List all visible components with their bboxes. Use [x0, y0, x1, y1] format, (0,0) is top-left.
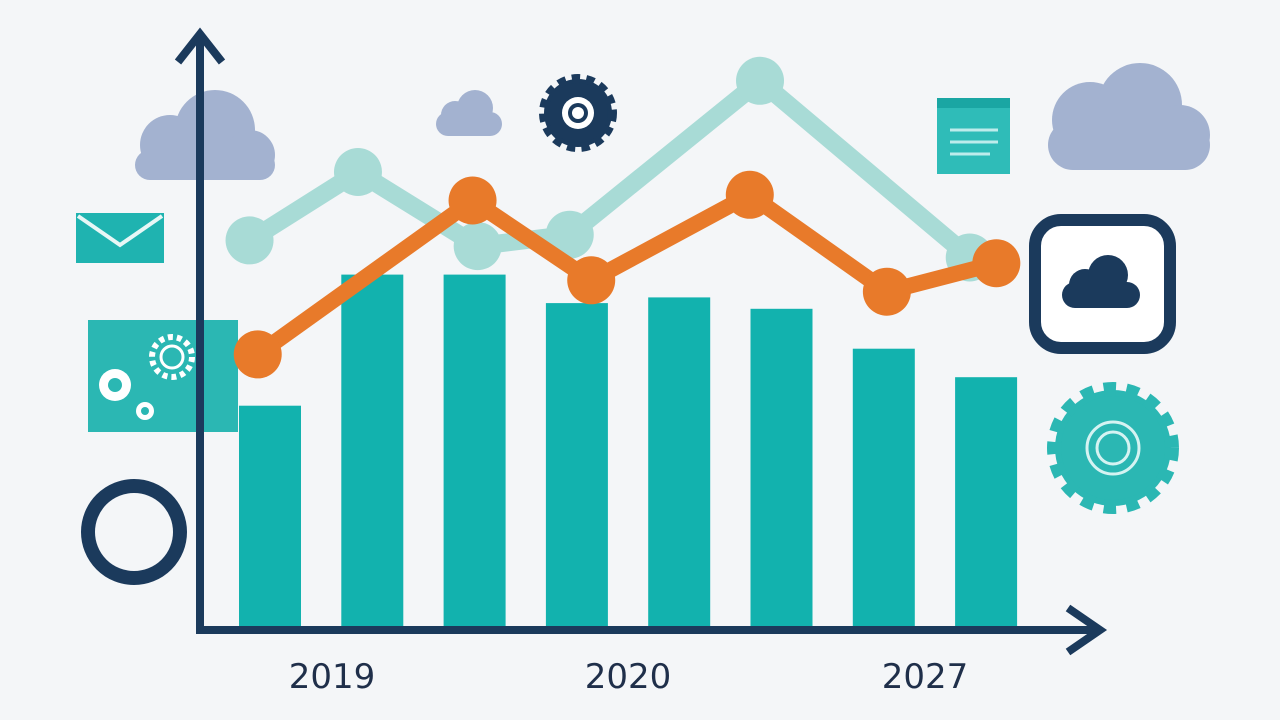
orange-series-point	[233, 330, 282, 379]
bar	[239, 405, 301, 628]
y-axis-arrow	[174, 27, 226, 65]
orange-series-point	[567, 256, 616, 305]
lines	[225, 56, 1021, 379]
cloud-app-icon	[1029, 214, 1176, 354]
x-tick-label: 2027	[882, 657, 969, 697]
faint-series-point	[333, 148, 382, 196]
bar	[341, 274, 404, 628]
envelope-icon	[76, 213, 164, 263]
bar	[545, 303, 608, 628]
x-axis-arrow	[1065, 604, 1108, 656]
bar	[750, 308, 813, 628]
faint-series-point	[736, 56, 785, 105]
settings-panel-icon	[88, 320, 238, 432]
faint-series-point	[225, 216, 274, 265]
orange-series-point	[725, 170, 774, 219]
faint-series-point	[545, 210, 594, 259]
bar	[955, 377, 1018, 628]
bar	[443, 274, 506, 628]
x-tick-label: 2019	[289, 657, 376, 697]
cloud-icon	[436, 90, 502, 136]
bar	[648, 297, 711, 628]
x-tick-label: 2020	[585, 657, 672, 697]
gear-icon	[1047, 382, 1179, 514]
bars	[239, 274, 1018, 628]
orange-series-point	[862, 267, 911, 316]
decorations	[76, 63, 1210, 585]
axes	[174, 27, 1108, 656]
orange-series-point	[972, 239, 1021, 288]
faint-series-point	[453, 222, 502, 271]
cloud-icon	[135, 90, 275, 180]
orange-series-point	[448, 176, 497, 225]
cloud-icon	[1048, 63, 1210, 170]
ring-icon	[81, 479, 187, 585]
gear-icon	[539, 74, 617, 152]
document-icon	[937, 98, 1010, 174]
bar	[852, 348, 915, 628]
